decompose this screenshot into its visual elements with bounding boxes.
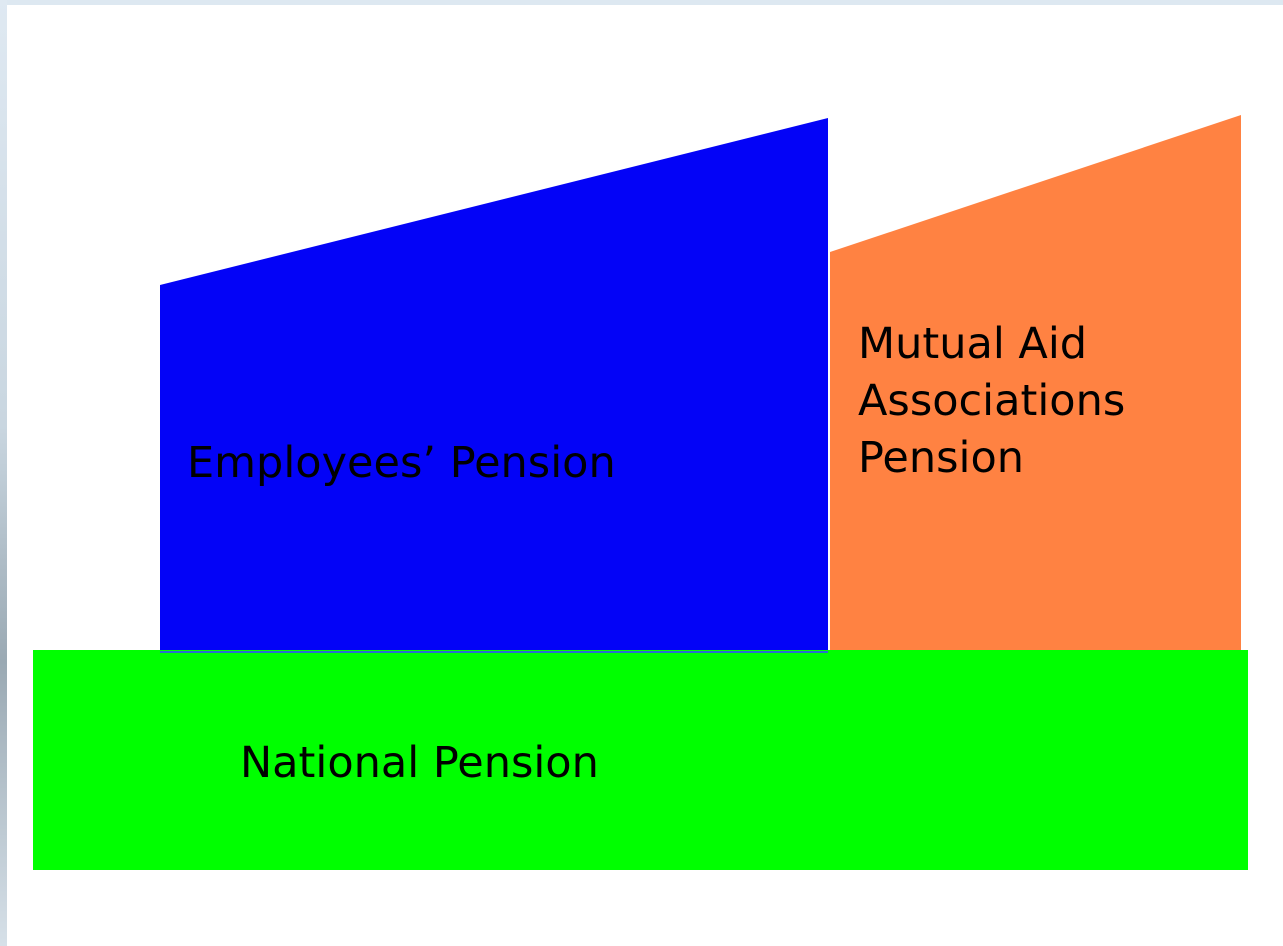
employees-pension-label: Employees’ Pension xyxy=(187,438,616,488)
mutual-aid-block xyxy=(830,115,1241,650)
mutual-aid-label-line: Mutual Aid xyxy=(858,319,1087,369)
top-frame xyxy=(0,0,1283,5)
mutual-aid-label-line: Pension xyxy=(858,433,1024,483)
national-pension-block xyxy=(33,650,1248,870)
employees-pension-block xyxy=(160,118,828,652)
national-pension-label: National Pension xyxy=(240,738,599,788)
left-frame xyxy=(0,0,7,946)
mutual-aid-label-line: Associations xyxy=(858,376,1125,426)
